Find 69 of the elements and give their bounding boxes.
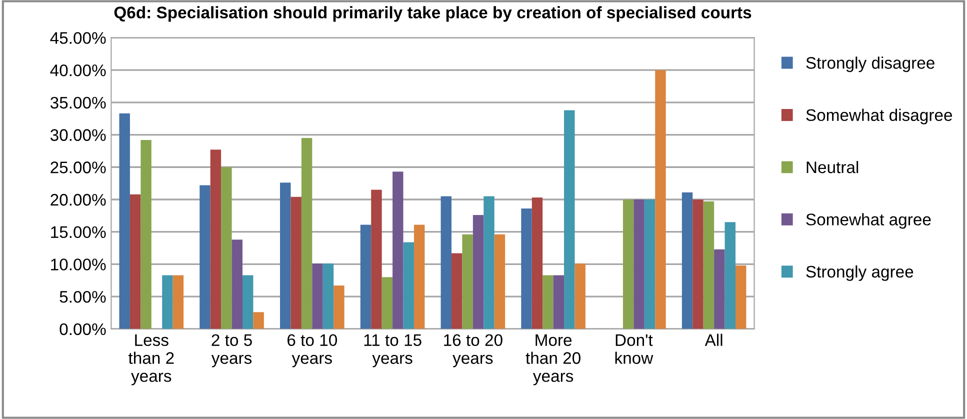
bar bbox=[334, 286, 344, 329]
y-tick-label: 45.00% bbox=[50, 32, 106, 44]
bar bbox=[532, 198, 543, 329]
bar bbox=[414, 224, 425, 329]
bar bbox=[210, 150, 222, 329]
bar bbox=[322, 264, 334, 329]
bar bbox=[574, 264, 586, 329]
bar bbox=[280, 182, 291, 329]
x-tick-label: Don't know bbox=[615, 334, 654, 364]
bar bbox=[301, 138, 312, 329]
y-tick-label: 10.00% bbox=[51, 258, 106, 270]
bar bbox=[140, 140, 152, 329]
bar bbox=[564, 110, 575, 329]
bar bbox=[312, 264, 323, 329]
bar bbox=[162, 275, 173, 329]
y-tick-label: 15.00% bbox=[51, 226, 106, 238]
bar bbox=[232, 240, 242, 329]
bar bbox=[440, 196, 452, 329]
bar bbox=[714, 249, 725, 329]
bar bbox=[403, 242, 414, 329]
bar bbox=[655, 70, 666, 329]
bar bbox=[290, 196, 302, 329]
bar bbox=[634, 199, 644, 329]
y-tick-label: 40.00% bbox=[50, 64, 106, 76]
bar bbox=[472, 215, 484, 329]
bar bbox=[724, 222, 736, 329]
y-tick-label: 20.00% bbox=[50, 194, 106, 206]
bar bbox=[242, 275, 254, 329]
y-tick-label: 35.00% bbox=[50, 96, 106, 109]
bar bbox=[130, 194, 141, 329]
bar bbox=[484, 196, 494, 329]
x-tick-label: 16 to 20 years bbox=[444, 334, 502, 368]
bar bbox=[371, 190, 382, 329]
bar bbox=[360, 224, 372, 329]
bar bbox=[553, 275, 564, 329]
bar bbox=[392, 172, 404, 329]
bar bbox=[682, 192, 693, 329]
bar bbox=[462, 234, 473, 329]
bar bbox=[521, 208, 532, 329]
legend-label: Somewhat agree bbox=[806, 213, 931, 229]
bar bbox=[200, 185, 210, 329]
x-tick-label: 6 to 10 years bbox=[288, 334, 337, 368]
bar bbox=[172, 275, 184, 329]
x-tick-label: All bbox=[704, 334, 722, 346]
bar bbox=[542, 275, 554, 329]
legend-label: Strongly disagree bbox=[806, 56, 934, 72]
chart-title: Q6d: Specialisation should primarily take place by creation of specialised courts bbox=[114, 6, 752, 22]
x-tick-label: More than 20 years bbox=[526, 334, 580, 386]
bar bbox=[253, 312, 264, 329]
x-tick-label: 11 to 15 years bbox=[364, 334, 422, 368]
bar bbox=[736, 265, 746, 329]
bar bbox=[692, 199, 704, 329]
y-tick-label: 30.00% bbox=[50, 129, 106, 141]
x-tick-label: 2 to 5 years bbox=[211, 334, 252, 368]
bar bbox=[622, 199, 634, 329]
legend-label: Neutral bbox=[806, 160, 858, 174]
bar bbox=[382, 277, 393, 329]
y-tick-label: 25.00% bbox=[50, 162, 106, 174]
y-tick-label: 5.00% bbox=[60, 290, 106, 303]
bar bbox=[221, 167, 232, 329]
bar bbox=[451, 253, 462, 329]
bar bbox=[494, 234, 506, 329]
legend-label: Strongly agree bbox=[806, 265, 914, 281]
bar bbox=[703, 201, 714, 329]
y-tick-label: 0.00% bbox=[60, 323, 106, 336]
bar bbox=[644, 199, 656, 329]
x-tick-label: Less than 2 years bbox=[128, 334, 174, 386]
bar bbox=[119, 113, 130, 329]
legend-label: Somewhat disagree bbox=[806, 108, 952, 124]
